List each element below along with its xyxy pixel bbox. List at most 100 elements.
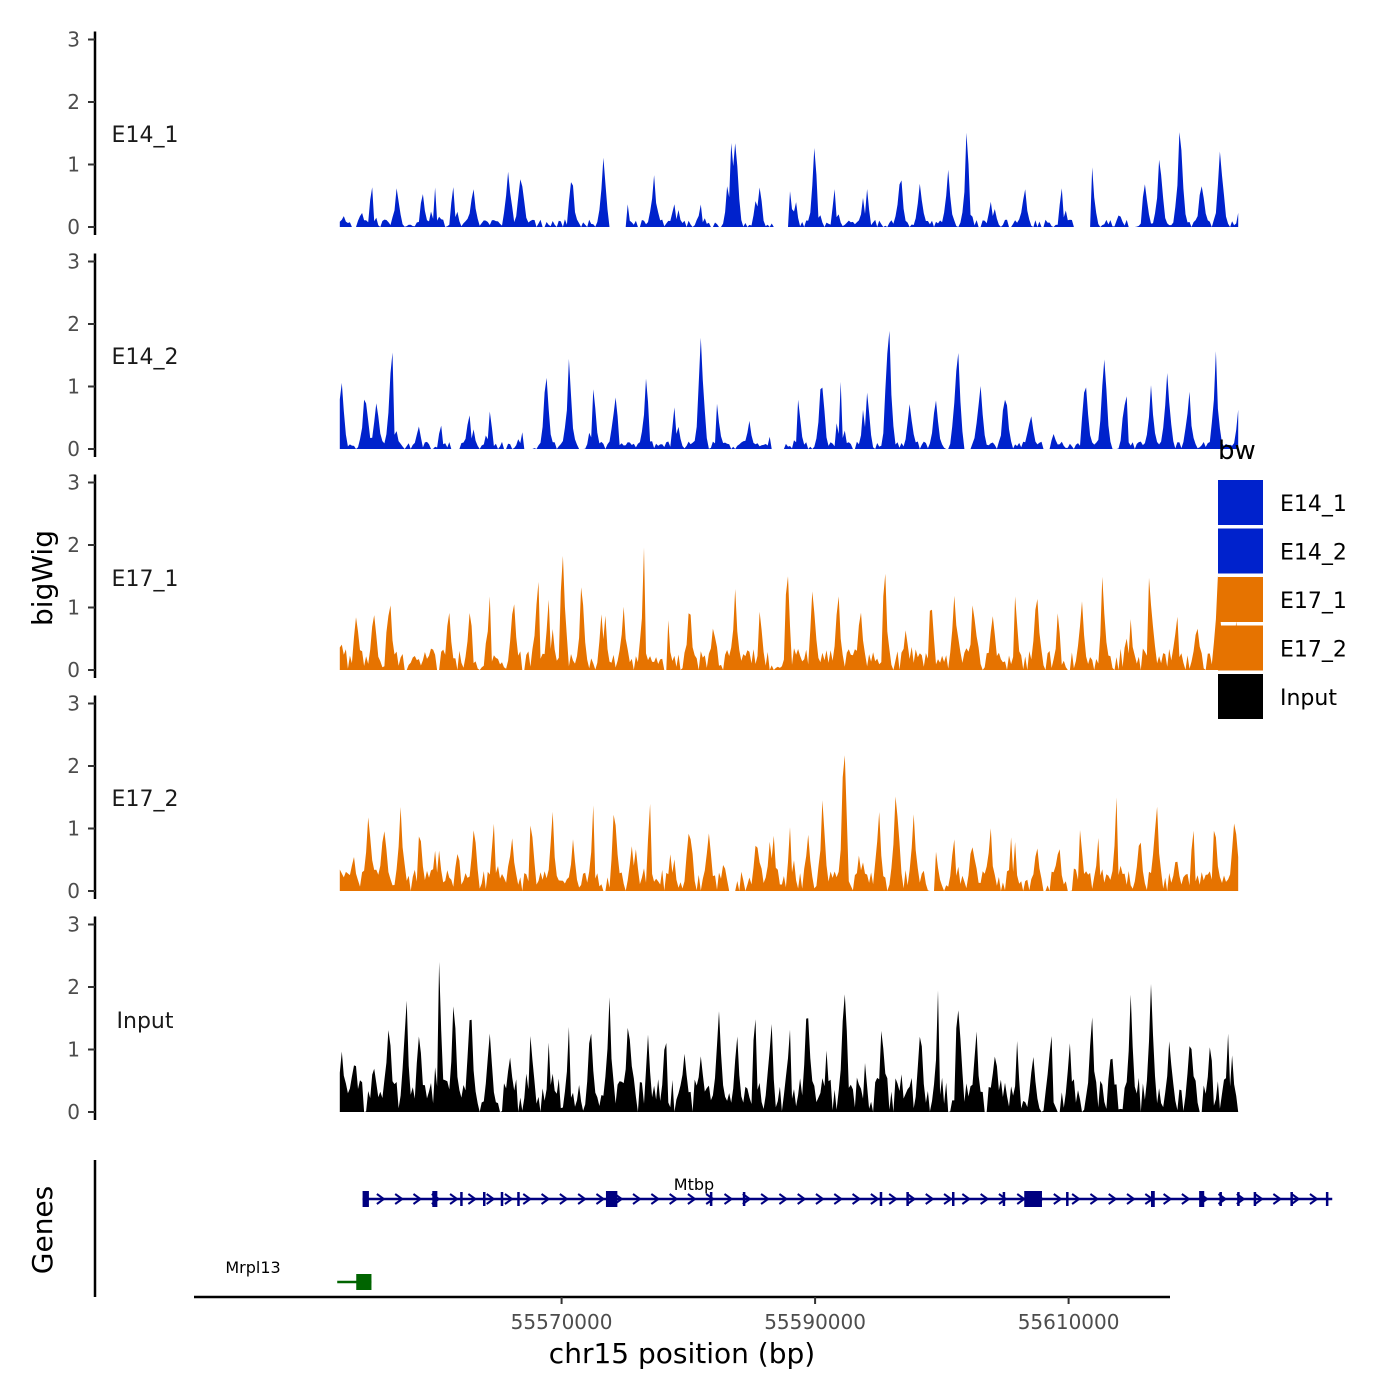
track-E17_1: 0 1 2 3 E17_1 (67, 471, 1239, 682)
y-tick-label: 0 (67, 437, 80, 461)
x-tick-label: 55610000 (1018, 1310, 1120, 1334)
strand-arrow (669, 1193, 679, 1205)
exon (432, 1191, 438, 1207)
strand-arrow (961, 1193, 972, 1205)
legend-entry: E17_2 (1218, 625, 1347, 671)
track-label: E14_1 (112, 123, 179, 148)
strand-arrow (778, 1193, 789, 1205)
exon (1199, 1191, 1205, 1207)
gene-Mrpl13: Mrpl13 (225, 1258, 372, 1290)
y-tick-label: 2 (67, 533, 80, 557)
strand-arrow (394, 1193, 404, 1205)
x-tick-label: 55590000 (764, 1310, 866, 1334)
bigwig-tracks: 0 1 2 3 E14_1 0 1 2 3 E14_2 0 1 2 3 E17_1 0 1 2 3 E17_2 0 1 2 3… (67, 28, 1239, 1124)
exon (1002, 1192, 1006, 1206)
track-label: E17_2 (112, 787, 179, 812)
exon (1150, 1191, 1155, 1207)
strand-arrow (1291, 1193, 1301, 1205)
exon (605, 1191, 618, 1207)
strand-arrow (1089, 1193, 1100, 1205)
strand-arrow (998, 1193, 1008, 1205)
legend-label: Input (1280, 686, 1337, 711)
y-tick-label: 1 (67, 596, 80, 620)
coverage-area-E17_2 (339, 755, 1239, 891)
exon (460, 1192, 463, 1206)
strand-arrow (1071, 1193, 1081, 1205)
y-tick-label: 3 (67, 913, 80, 937)
strand-arrow (888, 1193, 898, 1205)
exon (1237, 1192, 1240, 1206)
exon (709, 1192, 713, 1206)
exon (1253, 1192, 1257, 1206)
y-tick-label: 1 (67, 817, 80, 841)
y-tick-label: 1 (67, 1038, 80, 1062)
strand-arrow (1126, 1193, 1136, 1205)
y-tick-label: 0 (67, 1100, 80, 1124)
strand-arrow (980, 1193, 990, 1205)
strand-arrow (1053, 1193, 1063, 1205)
strand-arrow (760, 1193, 770, 1205)
exon (1219, 1192, 1222, 1206)
strand-arrow (412, 1193, 423, 1205)
strand-arrow (1016, 1193, 1026, 1205)
genes-panel: Genes Mtbp Mrpl13 (26, 1160, 1333, 1297)
strand-arrow (650, 1193, 661, 1205)
gene-Mtbp: Mtbp (362, 1175, 1333, 1207)
strand-arrow (577, 1193, 587, 1205)
strand-arrow (906, 1193, 917, 1205)
y-tick-label: 2 (67, 90, 80, 114)
legend-label: E14_2 (1280, 541, 1347, 566)
exon (742, 1192, 746, 1206)
exon (517, 1192, 520, 1206)
strand-arrow (486, 1193, 496, 1205)
strand-arrow (1181, 1193, 1191, 1205)
exon (500, 1192, 504, 1206)
exon (951, 1192, 955, 1206)
legend-swatch (1218, 674, 1263, 719)
y-tick-label: 3 (67, 471, 80, 495)
strand-arrow (851, 1193, 862, 1205)
exon (879, 1192, 883, 1206)
legend-label: E14_1 (1280, 492, 1347, 517)
coverage-area-Input (339, 961, 1239, 1112)
legend-swatch (1218, 480, 1263, 525)
strand-arrow (522, 1193, 532, 1205)
strand-arrow (376, 1193, 386, 1205)
x-tick-label: 55570000 (511, 1310, 613, 1334)
x-ticks: 55570000 55590000 55610000 (511, 1297, 1120, 1334)
y-tick-label: 3 (67, 692, 80, 716)
exon (362, 1191, 369, 1207)
track-E17_2: 0 1 2 3 E17_2 (67, 692, 1239, 903)
track-E14_2: 0 1 2 3 E14_2 (67, 250, 1239, 461)
strand-arrow (815, 1193, 825, 1205)
y-tick-label: 2 (67, 975, 80, 999)
strand-arrow (870, 1193, 880, 1205)
exon (1325, 1192, 1329, 1206)
legend-entry: Input (1218, 674, 1337, 719)
legend-entry: E14_1 (1218, 480, 1347, 525)
strand-arrow (540, 1193, 551, 1205)
y-axis-title: bigWig (26, 530, 59, 626)
x-axis: 55570000 55590000 55610000 chr15 position … (194, 1295, 1170, 1370)
exon (906, 1192, 909, 1206)
strand-arrow (632, 1193, 642, 1205)
gene-label: Mtbp (674, 1175, 714, 1194)
strand-arrow (559, 1193, 569, 1205)
exon (356, 1274, 372, 1290)
legend-label: E17_2 (1280, 638, 1347, 663)
strand-arrow (595, 1193, 606, 1205)
genes-axis-title: Genes (26, 1186, 59, 1274)
legend-entry: E14_2 (1218, 528, 1347, 574)
legend-swatch (1218, 577, 1263, 622)
y-tick-label: 0 (67, 879, 80, 903)
strand-arrow (797, 1193, 807, 1205)
track-E14_1: 0 1 2 3 E14_1 (67, 28, 1239, 239)
y-tick-label: 0 (67, 215, 80, 239)
exon (1066, 1192, 1069, 1206)
track-label: E14_2 (112, 345, 179, 370)
strand-arrow (925, 1193, 935, 1205)
exon (1290, 1192, 1293, 1206)
y-tick-label: 1 (67, 375, 80, 399)
gene-models: Mtbp Mrpl13 (225, 1175, 1333, 1290)
